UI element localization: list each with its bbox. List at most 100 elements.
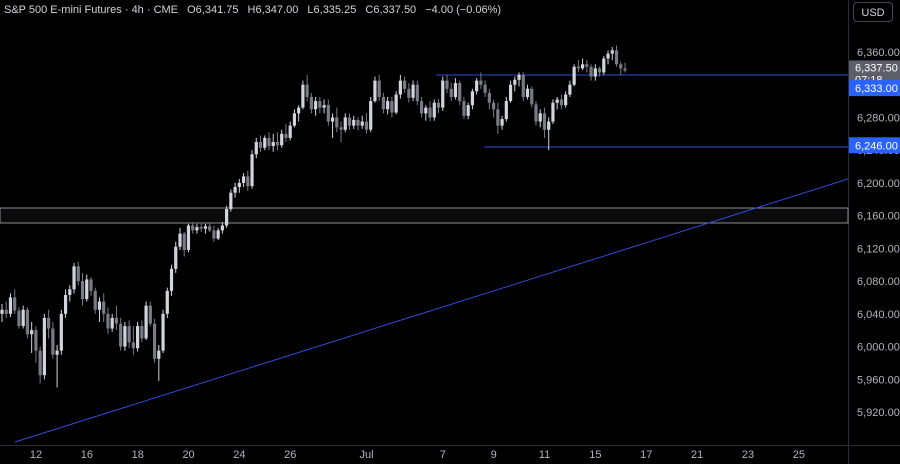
candle[interactable] [152,318,157,363]
candle[interactable] [513,76,517,92]
candle[interactable] [0,304,4,322]
candle[interactable] [411,80,415,102]
candle[interactable] [403,76,407,93]
candle[interactable] [191,222,195,234]
candle[interactable] [373,76,377,103]
candle[interactable] [326,99,330,126]
candle[interactable] [246,170,250,192]
candle[interactable] [330,113,335,138]
candle[interactable] [415,80,419,106]
candle[interactable] [602,56,606,75]
candle[interactable] [517,72,521,87]
candle[interactable] [441,76,445,111]
candle[interactable] [288,121,292,141]
candle[interactable] [199,223,203,232]
candle[interactable] [186,223,191,253]
candle[interactable] [309,92,313,114]
candle[interactable] [508,80,513,103]
candle[interactable] [131,326,135,355]
candle[interactable] [483,80,487,97]
candle[interactable] [390,97,394,118]
candle[interactable] [212,225,216,242]
candle[interactable] [4,301,8,318]
candle[interactable] [347,113,352,130]
candle[interactable] [445,74,449,93]
candle[interactable] [343,113,347,133]
candle[interactable] [559,94,564,110]
candle[interactable] [144,301,148,340]
candle[interactable] [377,74,381,102]
candle[interactable] [318,97,322,114]
candle[interactable] [233,182,237,198]
candle[interactable] [292,109,297,128]
candle[interactable] [110,313,114,332]
candle[interactable] [127,320,131,349]
candle[interactable] [102,293,106,322]
candle[interactable] [258,135,263,152]
candle[interactable] [360,115,364,129]
candle[interactable] [55,344,59,388]
candle[interactable] [72,263,76,294]
candle[interactable] [589,64,593,81]
candle[interactable] [407,83,411,103]
candle[interactable] [568,80,572,97]
candle[interactable] [174,241,178,273]
candle[interactable] [216,227,220,241]
candle[interactable] [335,107,339,133]
candle[interactable] [530,86,534,108]
candle[interactable] [521,72,525,102]
candle[interactable] [106,307,110,335]
candle[interactable] [47,309,51,339]
candle[interactable] [267,132,271,151]
candle[interactable] [250,150,254,189]
candle[interactable] [419,97,424,118]
price-axis[interactable]: 6,360.006,320.006,280.006,240.006,200.00… [857,47,900,419]
candle[interactable] [38,346,42,384]
candle[interactable] [182,232,186,257]
candle[interactable] [436,98,441,114]
candle[interactable] [21,305,25,329]
candle[interactable] [352,115,356,129]
candle[interactable] [241,173,246,187]
candle[interactable] [63,289,68,318]
candle[interactable] [178,227,182,250]
candle[interactable] [364,113,369,134]
candle[interactable] [301,80,305,110]
candle[interactable] [34,326,38,363]
candle[interactable] [76,261,80,286]
candle[interactable] [432,99,436,121]
candle[interactable] [59,309,63,355]
candle[interactable] [297,105,301,122]
candle[interactable] [30,322,34,354]
candle[interactable] [542,107,547,138]
candle[interactable] [80,272,85,306]
currency-button[interactable]: USD [853,2,893,22]
candle[interactable] [305,74,309,102]
candle[interactable] [339,121,343,142]
candle[interactable] [165,287,169,318]
candle[interactable] [500,115,504,130]
candle[interactable] [538,109,542,128]
candle[interactable] [89,277,93,296]
candle[interactable] [623,62,627,73]
candle[interactable] [386,97,390,115]
candle[interactable] [585,60,589,73]
candle[interactable] [17,307,21,329]
candle[interactable] [220,222,224,234]
candle[interactable] [479,72,483,89]
candle[interactable] [381,92,386,114]
candle[interactable] [280,129,284,148]
candle[interactable] [157,344,161,381]
candle[interactable] [525,84,530,100]
candle[interactable] [564,91,568,108]
candle[interactable] [606,50,610,65]
candle[interactable] [42,313,46,380]
trendline[interactable] [14,178,849,443]
candle[interactable] [458,80,462,106]
candle[interactable] [551,99,555,124]
candle[interactable] [487,88,491,110]
candle[interactable] [492,99,496,118]
candle[interactable] [25,307,30,339]
candle[interactable] [148,301,152,327]
